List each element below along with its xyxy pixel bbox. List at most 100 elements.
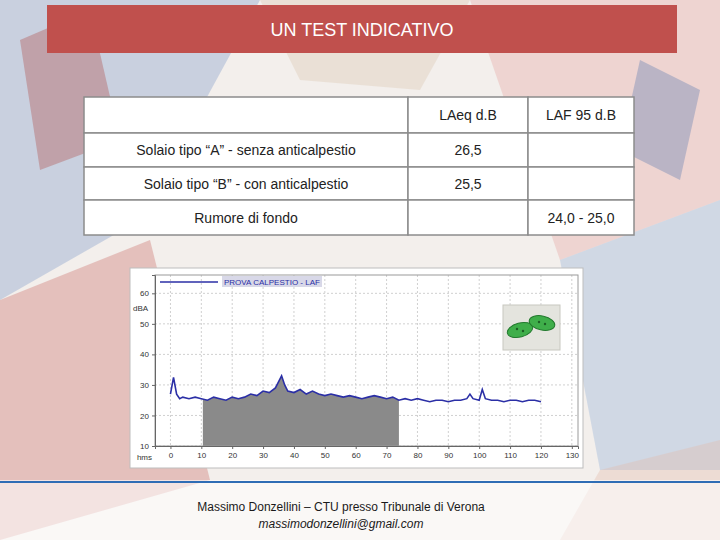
table-cell (408, 167, 528, 200)
y-tick: 30 (140, 381, 155, 390)
x-tick-label: 90 (444, 451, 453, 460)
y-tick-label: 40 (140, 350, 149, 359)
clog-hole (522, 330, 524, 332)
x-axis-title: hms (137, 453, 152, 462)
column-header: LAeq d.B (439, 107, 497, 123)
table-cell (84, 200, 408, 235)
x-tick-label: 110 (504, 451, 517, 460)
series-line (170, 376, 541, 402)
clog-hole (538, 321, 540, 323)
x-tick: 50 (321, 446, 330, 460)
y-tick: 40 (140, 350, 155, 359)
cell-text: Solaio tipo “B” - con anticalpestio (144, 176, 349, 192)
title: UN TEST INDICATIVO (270, 20, 453, 40)
x-tick: 130 (566, 446, 580, 460)
table-cell (528, 97, 634, 133)
x-tick-label: 20 (228, 451, 237, 460)
y-tick-label: 50 (140, 320, 149, 329)
clog-icon (503, 305, 560, 350)
table-cell (84, 167, 408, 200)
x-tick-label: 70 (383, 451, 392, 460)
x-tick-mark (572, 446, 573, 449)
grid-line-x (510, 275, 511, 446)
slide: UN TEST INDICATIVOLAeq d.BLAF 95 d.BSola… (0, 0, 720, 540)
x-tick-mark (387, 446, 388, 449)
legend-label: PROVA CALPESTIO - LAF (224, 278, 320, 287)
cell-text: 26,5 (454, 142, 481, 158)
x-tick: 110 (504, 446, 517, 460)
background (0, 0, 720, 540)
grid-line-y (155, 354, 578, 355)
table-cell (528, 200, 634, 235)
grid-line-x (571, 275, 572, 446)
x-tick-mark (263, 446, 264, 449)
grid-line-x (170, 275, 171, 446)
y-tick: 20 (140, 412, 155, 421)
x-tick: 80 (413, 446, 422, 460)
legend-swatch (160, 281, 218, 283)
grid-line-x (417, 275, 418, 446)
x-tick-mark (510, 446, 511, 449)
table-cell (528, 167, 634, 200)
clog-hole (516, 328, 518, 330)
y-tick-label: 60 (140, 289, 149, 298)
y-tick-mark (152, 446, 155, 447)
footer-author: Massimo Donzellini – CTU presso Tribunal… (197, 500, 485, 514)
y-tick-label: 10 (140, 442, 149, 451)
x-tick: 120 (535, 446, 549, 460)
plot-frame (155, 275, 578, 446)
table-cell (528, 133, 634, 167)
x-tick-label: 0 (169, 451, 174, 460)
footer-rule (0, 481, 720, 483)
table-cell (408, 133, 528, 167)
y-tick-mark (152, 293, 155, 294)
x-tick-mark (170, 446, 171, 449)
background-shapes (0, 0, 720, 540)
chart-panel (130, 268, 583, 468)
table-cell (408, 200, 528, 235)
x-tick: 30 (259, 446, 268, 460)
x-tick-label: 100 (473, 451, 487, 460)
y-tick-label: 20 (140, 412, 149, 421)
x-tick: 60 (352, 446, 361, 460)
x-tick-label: 120 (535, 451, 549, 460)
x-tick-mark (479, 446, 480, 449)
x-tick-label: 80 (413, 451, 422, 460)
grid (155, 275, 578, 446)
y-tick-mark (152, 324, 155, 325)
x-tick-mark (294, 446, 295, 449)
x-tick: 20 (228, 446, 237, 460)
legend: PROVA CALPESTIO - LAF (160, 276, 322, 287)
y-tick: 50 (140, 320, 155, 329)
x-tick-mark (232, 446, 233, 449)
x-tick-label: 60 (352, 451, 361, 460)
cell-text: 24,0 - 25,0 (548, 210, 615, 226)
icon-bg (503, 305, 560, 350)
plot-area (170, 376, 541, 446)
y-axis-line (152, 276, 156, 447)
x-tick-mark (356, 446, 357, 449)
y-axis-title: dBA (133, 304, 149, 313)
title-banner (47, 5, 677, 53)
legend-box (222, 276, 322, 287)
y-tick: 60 (140, 289, 155, 298)
x-axis: 0102030405060708090100110120130 (156, 446, 580, 460)
clog (528, 313, 556, 332)
y-tick-mark (152, 354, 155, 355)
x-tick-mark (448, 446, 449, 449)
table-cell (84, 97, 408, 133)
x-tick-mark (541, 446, 542, 449)
table-cell (84, 133, 408, 167)
grid-line-x (479, 275, 480, 446)
grid-line-y (155, 293, 578, 294)
x-tick: 0 (169, 446, 174, 460)
clog-hole (544, 323, 546, 325)
cell-text: Solaio tipo “A” - senza anticalpestio (136, 142, 356, 158)
y-axis: 10 20 30 40 50 60 (140, 276, 155, 452)
y-tick-mark (152, 385, 155, 386)
x-tick: 70 (383, 446, 392, 460)
footer-email: massimodonzellini@gmail.com (259, 517, 424, 531)
table-cell (408, 97, 528, 133)
y-tick-mark (152, 415, 155, 416)
footer-band (0, 480, 720, 540)
